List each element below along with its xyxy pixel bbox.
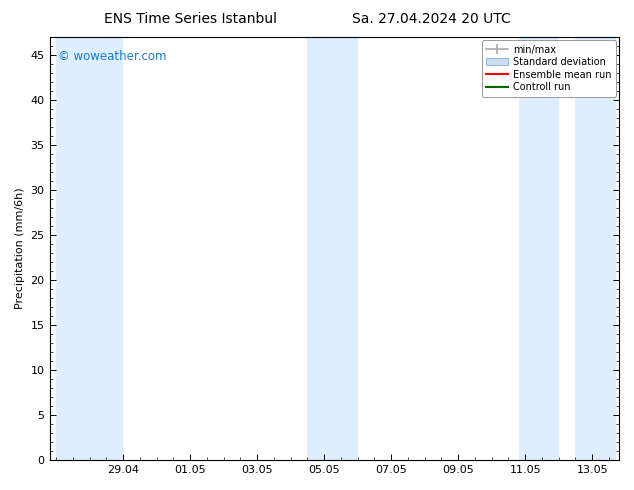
Bar — [576, 37, 616, 460]
Text: © woweather.com: © woweather.com — [58, 50, 167, 63]
Legend: min/max, Standard deviation, Ensemble mean run, Controll run: min/max, Standard deviation, Ensemble me… — [482, 40, 616, 97]
Text: ENS Time Series Istanbul: ENS Time Series Istanbul — [104, 12, 276, 26]
Text: Sa. 27.04.2024 20 UTC: Sa. 27.04.2024 20 UTC — [352, 12, 510, 26]
Y-axis label: Precipitation (mm/6h): Precipitation (mm/6h) — [15, 188, 25, 309]
Bar — [56, 37, 123, 460]
Bar — [307, 37, 358, 460]
Bar — [519, 37, 559, 460]
